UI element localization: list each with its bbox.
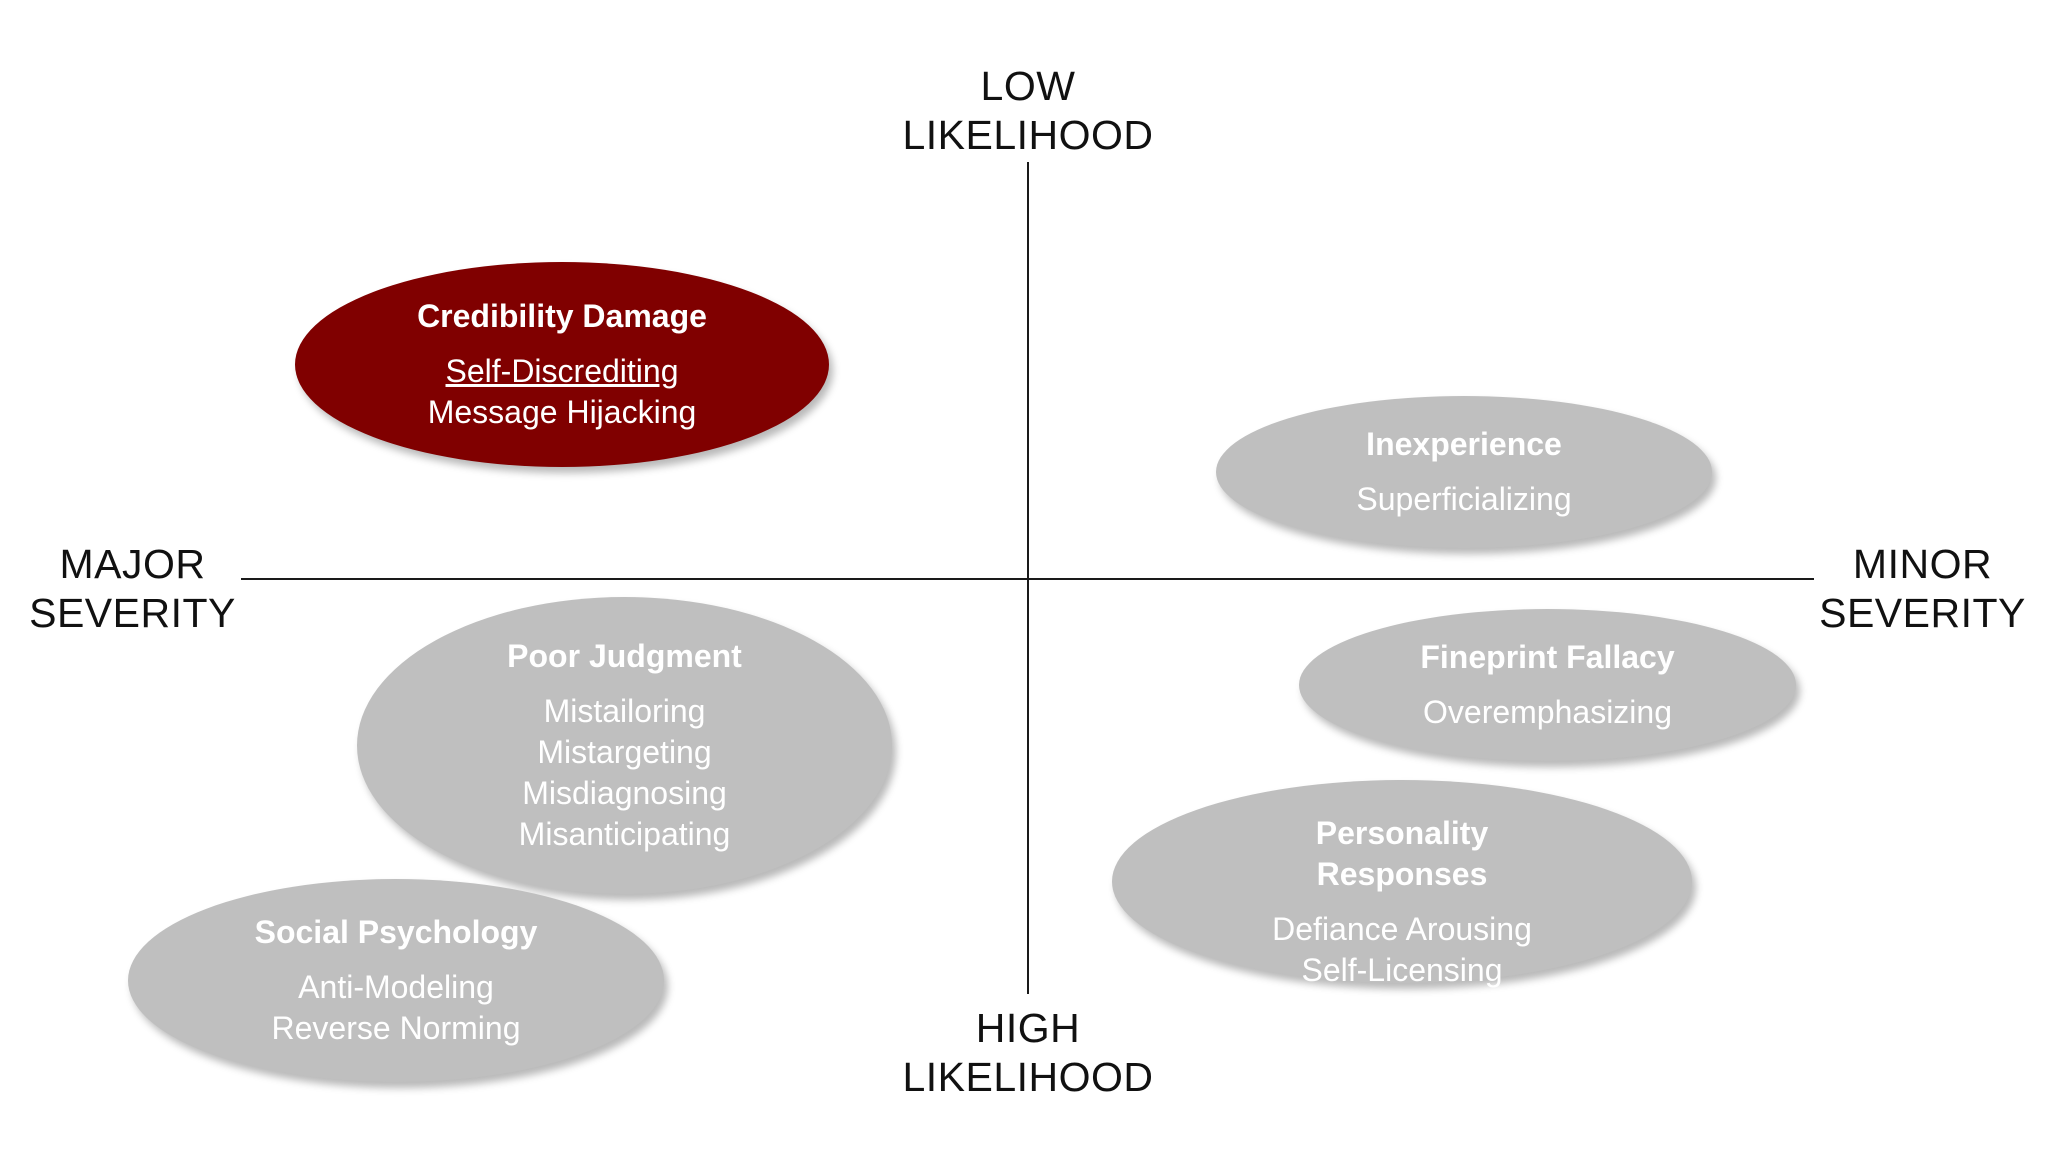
axis-label-line: MAJOR — [59, 541, 206, 587]
bubble-title-line: Fineprint Fallacy — [1420, 639, 1675, 675]
axis-label-minor-severity: MINOR SEVERITY — [1800, 540, 2045, 638]
bubble-title-line: Responses — [1316, 855, 1488, 892]
axis-label-line: SEVERITY — [1819, 590, 2026, 636]
bubble-title-line: Personality — [1315, 814, 1489, 851]
bubble-title: Personality Responses — [1272, 813, 1532, 895]
bubble-item-mistargeting: Mistargeting — [537, 734, 712, 770]
bubble-item-defiance-arousing: Defiance Arousing — [1272, 910, 1532, 947]
bubble-poor-judgment: Poor Judgment Mistailoring Mistargeting … — [357, 597, 892, 894]
axis-label-line: LIKELIHOOD — [902, 112, 1154, 158]
bubble-social-psychology: Social Psychology Anti-Modeling Reverse … — [128, 879, 664, 1082]
bubble-item-superficializing: Superficializing — [1356, 481, 1572, 517]
axis-label-line: MINOR — [1852, 541, 1993, 587]
bubble-title: Credibility Damage — [417, 296, 707, 337]
bubble-personality-responses: Personality Responses Defiance Arousing … — [1112, 780, 1692, 988]
axis-label-high-likelihood: HIGH LIKELIHOOD — [878, 1004, 1178, 1102]
bubble-title: Fineprint Fallacy — [1420, 637, 1674, 678]
bubble-item-reverse-norming: Reverse Norming — [271, 1010, 521, 1046]
bubble-title-line: Inexperience — [1366, 426, 1562, 462]
vertical-axis — [1027, 162, 1029, 994]
axis-label-low-likelihood: LOW LIKELIHOOD — [878, 62, 1178, 160]
axis-label-major-severity: MAJOR SEVERITY — [10, 540, 255, 638]
bubble-credibility-damage: Credibility Damage Self-Discrediting Mes… — [295, 262, 829, 467]
bubble-title: Social Psychology — [255, 912, 538, 953]
bubble-title-line: Credibility Damage — [417, 298, 707, 334]
bubble-item-mistailoring: Mistailoring — [543, 693, 706, 729]
bubble-inexperience: Inexperience Superficializing — [1216, 396, 1712, 548]
axis-label-line: LOW — [980, 63, 1076, 109]
bubble-title: Poor Judgment — [507, 636, 742, 677]
axis-label-line: SEVERITY — [29, 590, 236, 636]
axis-label-line: HIGH — [975, 1005, 1081, 1051]
bubble-fineprint-fallacy: Fineprint Fallacy Overemphasizing — [1299, 609, 1796, 761]
bubble-item-self-licensing: Self-Licensing — [1301, 951, 1503, 988]
bubble-title-line: Social Psychology — [254, 914, 538, 950]
bubble-item-overemphasizing: Overemphasizing — [1423, 694, 1672, 730]
bubble-content: Personality Responses Defiance Arousing … — [1272, 813, 1532, 991]
axis-label-line: LIKELIHOOD — [902, 1054, 1154, 1100]
bubble-title: Inexperience — [1366, 424, 1562, 465]
bubble-item-misdiagnosing: Misdiagnosing — [522, 775, 727, 811]
bubble-item-anti-modeling: Anti-Modeling — [298, 969, 494, 1005]
bubble-item-self-discrediting: Self-Discrediting — [445, 353, 679, 389]
bubble-item-message-hijacking: Message Hijacking — [427, 394, 697, 430]
bubble-item-misanticipating: Misanticipating — [518, 816, 731, 852]
bubble-title-line: Poor Judgment — [507, 638, 742, 674]
